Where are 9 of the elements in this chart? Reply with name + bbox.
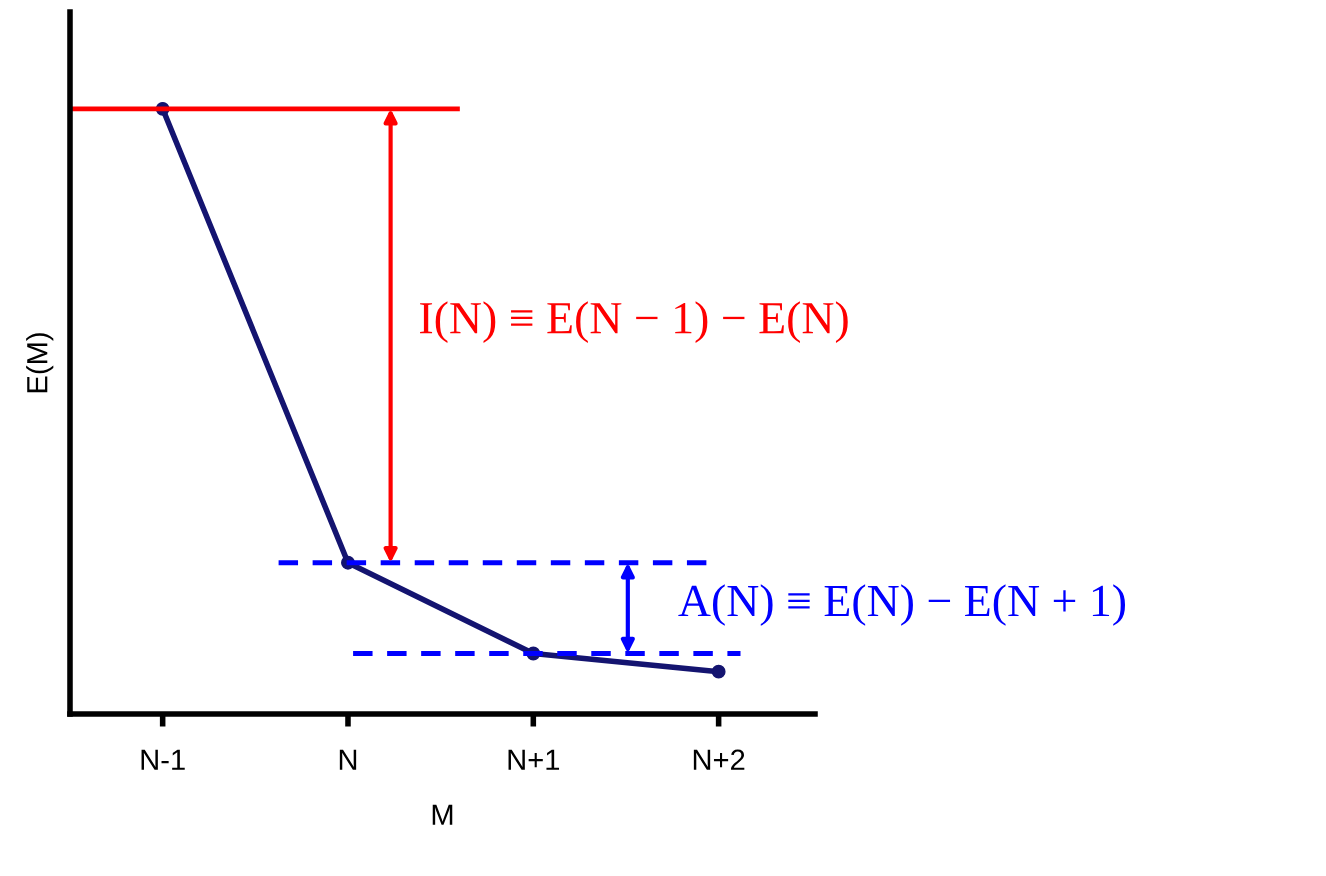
x-tick-label: N-1: [141, 749, 185, 770]
point: [711, 664, 726, 679]
annotation: A(N) ≡ E(N) − E(N + 1): [678, 584, 1126, 626]
annotation: I(N) ≡ E(N − 1) − E(N): [420, 301, 848, 343]
x-tick-label: N+1: [508, 749, 560, 770]
y-axis-title: E(M): [26, 333, 54, 393]
x-tick-label: N: [339, 749, 357, 770]
x-axis-title: M: [432, 804, 453, 825]
x-tick-label: N+2: [693, 749, 745, 770]
